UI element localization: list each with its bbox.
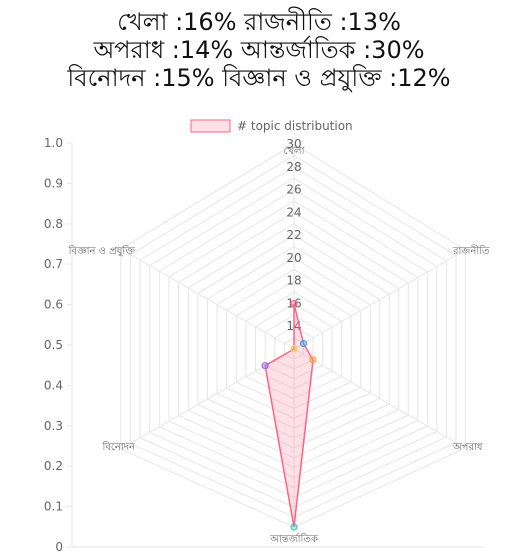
- radial-tick-label: 30: [286, 137, 301, 151]
- radial-tick-label: 24: [286, 205, 301, 219]
- data-point[interactable]: [261, 362, 269, 370]
- y-tick-label: 0.9: [44, 176, 63, 190]
- radial-tick-label: 20: [286, 251, 301, 265]
- spoke-line: [120, 248, 295, 350]
- data-point[interactable]: [299, 339, 308, 348]
- spoke-line: [293, 348, 466, 449]
- radial-tick-label: 22: [286, 228, 301, 242]
- legend[interactable]: # topic distribution: [190, 119, 353, 133]
- y-tick-label: 0.5: [44, 338, 63, 352]
- data-point[interactable]: [309, 356, 317, 364]
- series-area: [264, 303, 314, 528]
- y-tick-label: 0.3: [44, 419, 63, 433]
- legend-swatch: [190, 119, 231, 133]
- spoke-line: [293, 249, 466, 350]
- y-tick-label: 0.8: [44, 217, 63, 231]
- y-tick-label: 0.7: [44, 257, 63, 271]
- y-tick-label: 0.6: [44, 298, 63, 312]
- chart-title-line-1: খেলা :16% রাজনীতি :13%: [117, 8, 401, 36]
- data-point[interactable]: [290, 299, 298, 308]
- legend-label: # topic distribution: [237, 119, 353, 133]
- y-tick-label: 0.4: [44, 378, 63, 392]
- radial-tick-label: 26: [286, 183, 301, 197]
- category-label: খেলা: [284, 146, 306, 157]
- data-point[interactable]: [290, 345, 298, 353]
- y-tick-label: 0.1: [44, 500, 63, 514]
- y-tick-label: 0: [55, 540, 63, 554]
- y-tick-label: 1.0: [44, 136, 63, 150]
- radial-tick-label: 28: [286, 160, 301, 174]
- category-label: আন্তর্জাতিক: [269, 533, 319, 545]
- chart-title-line-3: বিনোদন :15% বিজ্ঞান ও প্রযুক্তি :12%: [67, 64, 451, 92]
- category-labels: খেলা রাজনীতি অপরাধ আন্তর্জাতিক বিনোদন বিজ্ঞান…: [68, 146, 490, 545]
- category-label: রাজনীতি: [452, 244, 490, 257]
- y-axis: 0 0.1 0.2 0.3 0.4 0.5 0.6 0.7 0.8 0.9 1.0: [44, 136, 484, 554]
- chart-title-line-2: অপরাধ :14% আন্তর্জাতিক :30%: [93, 36, 425, 64]
- y-tick-label: 0.2: [44, 459, 63, 473]
- data-series: [261, 299, 317, 531]
- radial-tick-label: 18: [286, 274, 301, 288]
- category-label: বিজ্ঞান ও প্রযুক্তি: [68, 245, 136, 257]
- data-point[interactable]: [290, 523, 298, 531]
- category-label: অপরাধ: [452, 442, 483, 453]
- category-label: বিনোদন: [101, 441, 136, 453]
